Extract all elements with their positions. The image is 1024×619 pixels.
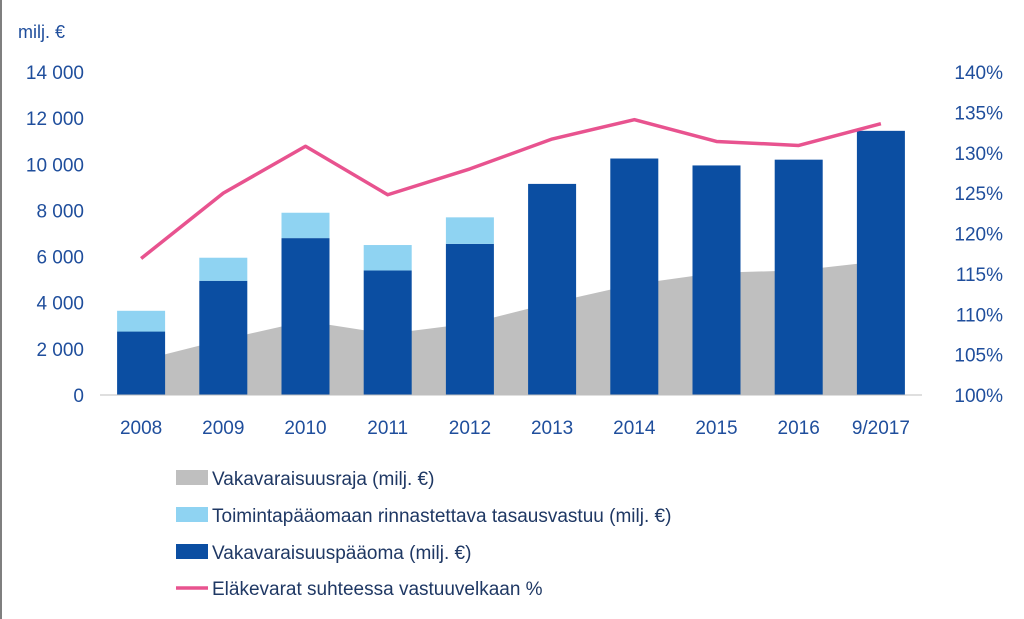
bar-vakavaraisuuspaaoma	[199, 280, 248, 395]
left-y-axis-ticks: 0 2 000 4 000 6 000 8 000 10 000 12 000 14 000	[26, 63, 84, 407]
x-tick-label: 2013	[531, 418, 573, 439]
x-tick-label: 2015	[695, 418, 737, 439]
x-tick-label: 2011	[367, 418, 408, 439]
y-tick-label: 6 000	[36, 248, 84, 269]
y2-tick-label: 115%	[956, 265, 1003, 286]
x-tick-label: 2010	[284, 418, 326, 439]
y-tick-label: 10 000	[26, 155, 84, 176]
x-tick-label: 2008	[120, 418, 162, 439]
y2-tick-label: 100%	[954, 386, 1003, 407]
bar-tasausvastuu	[445, 217, 494, 244]
bar-vakavaraisuuspaaoma	[445, 243, 494, 395]
line-series-group	[140, 117, 882, 260]
bar-tasausvastuu	[281, 212, 330, 239]
area-vakavaraisuusraja	[141, 261, 881, 395]
bar-vakavaraisuuspaaoma	[774, 159, 823, 395]
y-tick-label: 8 000	[36, 201, 84, 222]
legend-swatch	[176, 544, 208, 559]
legend-label: Eläkevarat suhteessa vastuuvelkaan %	[212, 579, 543, 600]
bar-tasausvastuu	[363, 245, 412, 271]
x-tick-label: 2016	[778, 418, 820, 439]
y2-tick-label: 130%	[954, 144, 1003, 165]
y-tick-label: 14 000	[26, 63, 84, 84]
x-axis-ticks: 2008 2009 2010 2011 2012 2013 2014 2015 2016 9/20…	[120, 418, 910, 439]
legend-label: Toimintapääomaan rinnastettava tasausvas…	[212, 506, 671, 527]
y-tick-label: 2 000	[36, 340, 84, 361]
y-tick-label: 12 000	[26, 109, 84, 130]
y-tick-label: 4 000	[36, 294, 84, 315]
legend-swatch	[176, 507, 208, 522]
x-tick-label: 2009	[202, 418, 244, 439]
y2-tick-label: 135%	[954, 103, 1003, 124]
y2-tick-label: 140%	[954, 63, 1003, 84]
x-tick-label: 2014	[613, 418, 656, 439]
legend-label: Vakavaraisuusraja (milj. €)	[212, 469, 434, 490]
legend: Vakavaraisuusraja (milj. €) Toimintapääom…	[176, 469, 671, 600]
area-series-group	[141, 261, 881, 395]
x-tick-label: 2012	[449, 418, 491, 439]
legend-swatch	[176, 470, 208, 485]
bar-vakavaraisuuspaaoma	[692, 165, 741, 395]
y2-tick-label: 125%	[954, 184, 1003, 205]
bar-vakavaraisuuspaaoma	[528, 183, 577, 395]
bar-series-group	[117, 130, 905, 395]
legend-label: Vakavaraisuuspääoma (milj. €)	[212, 543, 471, 564]
right-y-axis-ticks: 100% 105% 110% 115% 120% 125% 130% 135% 140%	[954, 63, 1003, 407]
bar-vakavaraisuuspaaoma	[117, 331, 166, 395]
x-tick-label: 9/2017	[852, 418, 910, 439]
bar-tasausvastuu	[199, 257, 248, 281]
y2-tick-label: 120%	[954, 225, 1003, 246]
y2-tick-label: 110%	[956, 305, 1003, 326]
bar-vakavaraisuuspaaoma	[281, 238, 330, 395]
line-elakevarat	[140, 117, 882, 260]
bar-vakavaraisuuspaaoma	[363, 270, 412, 395]
bar-vakavaraisuuspaaoma	[610, 158, 659, 395]
bar-vakavaraisuuspaaoma	[856, 130, 905, 395]
y-tick-label: 0	[73, 386, 84, 407]
y-axis-unit-label: milj. €	[18, 22, 65, 42]
y2-tick-label: 105%	[954, 346, 1003, 367]
bar-tasausvastuu	[117, 310, 166, 332]
